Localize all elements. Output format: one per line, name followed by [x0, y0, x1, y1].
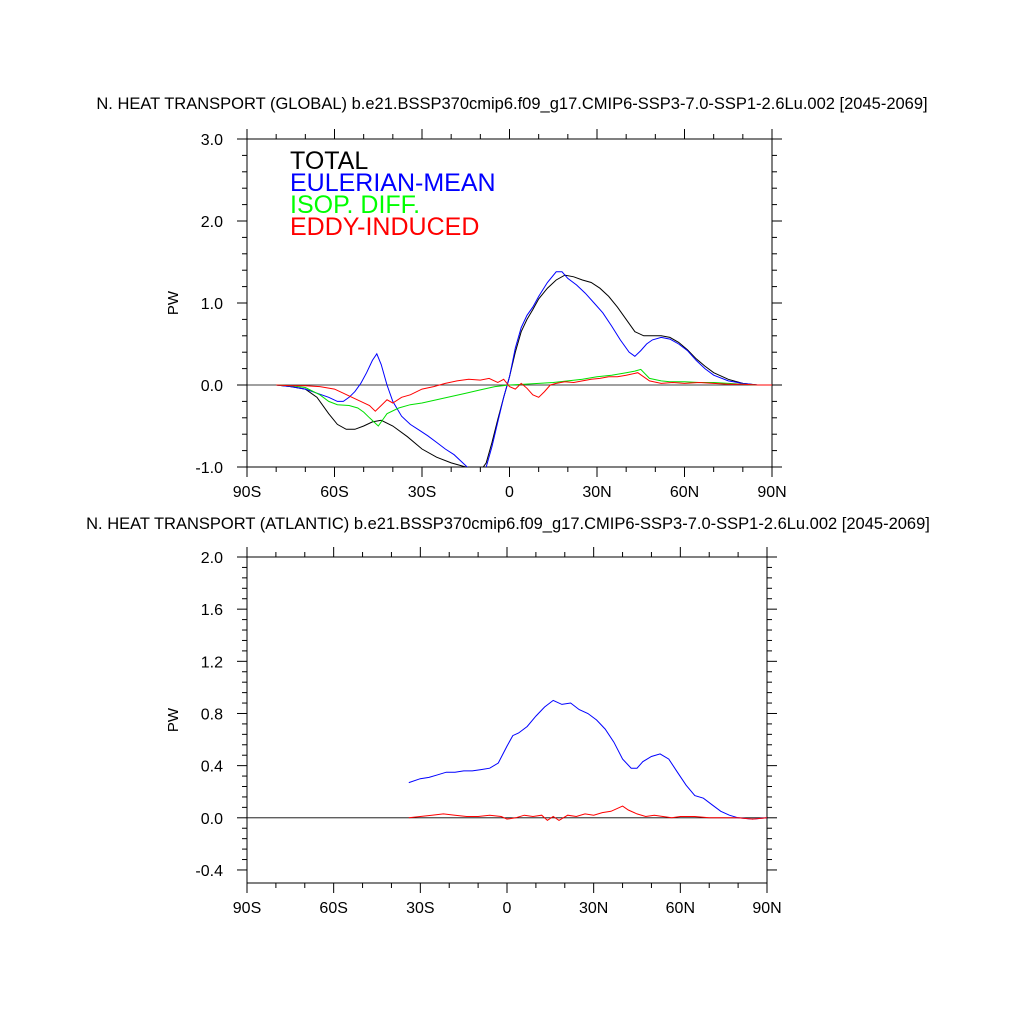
atlantic-ticks — [237, 547, 777, 893]
global-series-eddy-induced — [276, 372, 772, 412]
global-tick-labels: 90S 60S 30S 0 30N 60N 90N -1.0 0.0 1.0 2.0 3.0 — [195, 132, 786, 501]
global-y-tick-label: 3.0 — [201, 132, 223, 149]
atlantic-x-tick-label: 0 — [503, 900, 512, 917]
atlantic-x-tick-label: 90S — [233, 900, 261, 917]
atlantic-plot-frame — [246, 556, 768, 884]
global-x-tick-label: 90N — [757, 484, 786, 501]
global-series — [276, 271, 772, 467]
global-title: N. HEAT TRANSPORT (GLOBAL) b.e21.BSSP370… — [96, 95, 927, 113]
global-series-eulerian-mean — [276, 271, 772, 467]
atlantic-series-eddy-induced — [408, 805, 767, 822]
global-x-tick-label: 30N — [582, 484, 611, 501]
atlantic-y-tick-label: 0.0 — [201, 811, 223, 828]
atlantic-x-tick-label: 60N — [666, 900, 695, 917]
global-x-tick-label: 90S — [233, 484, 261, 501]
atlantic-y-tick-label: -0.4 — [195, 863, 223, 880]
global-y-tick-label: 1.0 — [201, 296, 223, 313]
global-x-tick-label: 60N — [670, 484, 699, 501]
legend-eulerian-mean: EULERIAN-MEAN — [290, 169, 496, 197]
global-x-tick-label: 60S — [320, 484, 348, 501]
global-y-tick-label: -1.0 — [195, 460, 223, 477]
atlantic-y-tick-label: 0.4 — [201, 759, 223, 776]
atlantic-y-tick-label: 0.8 — [201, 706, 223, 723]
legend-total: TOTAL — [290, 147, 368, 175]
atlantic-series-eulerian-mean — [408, 699, 767, 820]
atlantic-tick-labels: 90S 60S 30S 0 30N 60N 90N -0.4 0.0 0.4 0.8 1.2 1.6 2.… — [195, 550, 781, 917]
atlantic-x-tick-label: 30S — [406, 900, 434, 917]
atlantic-x-tick-label: 60S — [319, 900, 347, 917]
legend-isop-diff: ISOP. DIFF. — [290, 191, 420, 219]
atlantic-x-tick-label: 90N — [752, 900, 781, 917]
atlantic-panel: N. HEAT TRANSPORT (ATLANTIC) b.e21.BSSP3… — [86, 515, 930, 917]
atlantic-y-axis-label: PW — [165, 707, 182, 732]
atlantic-x-tick-label: 30N — [579, 900, 608, 917]
global-ticks — [237, 129, 782, 477]
atlantic-series — [408, 699, 767, 822]
global-series-total — [276, 274, 772, 467]
global-y-axis-label: PW — [165, 290, 182, 315]
global-x-tick-label: 30S — [408, 484, 436, 501]
atlantic-y-tick-label: 1.6 — [201, 602, 223, 619]
legend-eddy-induced: EDDY-INDUCED — [290, 213, 479, 241]
global-panel: N. HEAT TRANSPORT (GLOBAL) b.e21.BSSP370… — [96, 95, 927, 501]
global-series-isop-diff — [276, 368, 772, 427]
global-y-tick-label: 0.0 — [201, 378, 223, 395]
global-x-tick-label: 0 — [505, 484, 514, 501]
atlantic-title: N. HEAT TRANSPORT (ATLANTIC) b.e21.BSSP3… — [86, 515, 930, 533]
atlantic-y-tick-label: 1.2 — [201, 654, 223, 671]
global-legend: TOTAL EULERIAN-MEAN ISOP. DIFF. EDDY-IND… — [290, 147, 496, 241]
global-y-tick-label: 2.0 — [201, 214, 223, 231]
atlantic-y-tick-label: 2.0 — [201, 550, 223, 567]
